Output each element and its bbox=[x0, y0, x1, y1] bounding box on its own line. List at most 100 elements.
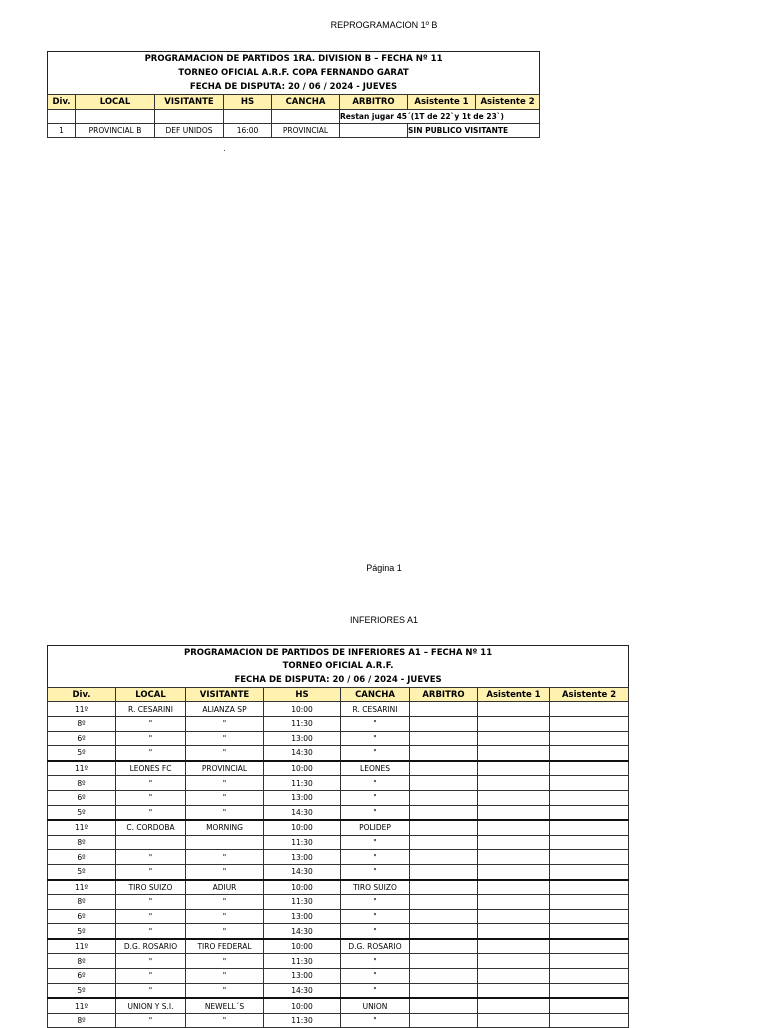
table-title: PROGRAMACION DE PARTIDOS DE INFERIORES A… bbox=[184, 647, 493, 658]
table-row: 5º " " 14:30 " bbox=[47, 923, 630, 940]
hs: 13:00 bbox=[263, 789, 341, 806]
asistente-1 bbox=[477, 937, 550, 955]
asistente-2 bbox=[548, 863, 630, 881]
div: 11º bbox=[47, 759, 116, 777]
page1-caption: REPROGRAMACION 1º B bbox=[330, 20, 438, 30]
table-row: 1 PROVINCIAL B DEF UNIDOS 16:00 PROVINCI… bbox=[47, 123, 541, 138]
asistente-1 bbox=[477, 775, 550, 791]
div: 8º bbox=[47, 953, 116, 970]
visitante: " bbox=[185, 789, 264, 806]
local: " bbox=[115, 863, 186, 881]
asistente-1 bbox=[477, 908, 550, 925]
arbitro bbox=[409, 789, 478, 806]
hs: 14:30 bbox=[263, 804, 341, 821]
div: 6º bbox=[47, 908, 116, 925]
div: 5º bbox=[47, 863, 116, 881]
asistente-1 bbox=[477, 834, 550, 851]
asistente-1 bbox=[477, 863, 550, 881]
column-header: Asistente 1 bbox=[407, 94, 476, 110]
visitante: " bbox=[185, 849, 264, 865]
asistente-1 bbox=[477, 849, 550, 865]
div: 6º bbox=[47, 968, 116, 984]
table-date: FECHA DE DISPUTA: 20 / 06 / 2024 - JUEVE… bbox=[189, 82, 398, 92]
table-row: 8º " " 11:30 " bbox=[47, 894, 630, 910]
table-row: 5º " " 14:30 " bbox=[47, 804, 630, 821]
hs: 11:30 bbox=[263, 894, 341, 910]
asistente-2 bbox=[548, 819, 630, 836]
asistente-2 bbox=[548, 701, 630, 717]
hs: 10:00 bbox=[263, 759, 341, 777]
local: " bbox=[115, 789, 186, 806]
cancha: D.G. ROSARIO bbox=[340, 937, 410, 955]
visitante: " bbox=[185, 745, 264, 762]
table-row: 11º LEONES FC PROVINCIAL 10:00 LEONES bbox=[47, 759, 630, 777]
asistente-2 bbox=[548, 775, 630, 791]
asistente-1 bbox=[477, 878, 550, 896]
table-row: 8º " " 11:30 " bbox=[47, 775, 630, 791]
div: 5º bbox=[47, 982, 116, 999]
hs: 14:30 bbox=[263, 745, 341, 762]
local: " bbox=[115, 968, 186, 984]
visitante: MORNING bbox=[185, 819, 264, 836]
asistente-1 bbox=[477, 745, 550, 762]
local: D.G. ROSARIO bbox=[115, 937, 186, 955]
div: 8º bbox=[47, 715, 116, 732]
column-header: VISITANTE bbox=[154, 94, 224, 110]
asistente-2 bbox=[548, 997, 630, 1014]
local: " bbox=[115, 715, 186, 732]
local: " bbox=[115, 908, 186, 925]
div: 11º bbox=[47, 878, 116, 896]
visitante: " bbox=[185, 715, 264, 732]
visitante: " bbox=[185, 775, 264, 791]
table-row: 11º UNION Y S.I. NEWELL´S 10:00 UNION bbox=[47, 997, 630, 1014]
table-row: 11º C. CORDOBA MORNING 10:00 POLIDEP bbox=[47, 819, 630, 836]
column-header: CANCHA bbox=[271, 94, 340, 110]
hs: 10:00 bbox=[263, 819, 341, 836]
local: " bbox=[115, 1012, 186, 1028]
local: R. CESARINI bbox=[115, 701, 186, 717]
local bbox=[115, 834, 186, 851]
table-inferiores-a1: PROGRAMACION DE PARTIDOS DE INFERIORES A… bbox=[47, 645, 630, 1028]
visitante: NEWELL´S bbox=[185, 997, 264, 1014]
cancha: POLIDEP bbox=[340, 819, 410, 836]
asistente-1 bbox=[477, 715, 550, 732]
table-row: 8º " " 11:30 " bbox=[47, 1012, 630, 1028]
cancha: " bbox=[340, 953, 410, 970]
local: PROVINCIAL B bbox=[75, 123, 155, 138]
div: 5º bbox=[47, 804, 116, 821]
column-header: ARBITRO bbox=[409, 686, 478, 703]
hs: 16:00 bbox=[223, 123, 272, 138]
table-1ra-division-b: PROGRAMACION DE PARTIDOS 1RA. DIVISION B… bbox=[47, 51, 541, 138]
hs: 14:30 bbox=[263, 923, 341, 940]
asistente-2 bbox=[548, 730, 630, 747]
arbitro bbox=[409, 923, 478, 940]
cancha: " bbox=[340, 863, 410, 881]
hs: 14:30 bbox=[263, 863, 341, 881]
div: 8º bbox=[47, 834, 116, 851]
hs: 10:00 bbox=[263, 878, 341, 896]
local: " bbox=[115, 982, 186, 999]
div: 11º bbox=[47, 997, 116, 1014]
div: 8º bbox=[47, 775, 116, 791]
hs: 13:00 bbox=[263, 730, 341, 747]
hs: 14:30 bbox=[263, 982, 341, 999]
cancha: " bbox=[340, 923, 410, 940]
arbitro bbox=[409, 819, 478, 836]
table-subtitle: TORNEO OFICIAL A.R.F. COPA FERNANDO GARA… bbox=[178, 68, 409, 78]
asistente-1 bbox=[477, 997, 550, 1014]
column-header: ARBITRO bbox=[339, 94, 408, 110]
visitante: " bbox=[185, 863, 264, 881]
visitante: " bbox=[185, 982, 264, 999]
hs: 10:00 bbox=[263, 997, 341, 1014]
asistente-2 bbox=[548, 982, 630, 999]
div: 6º bbox=[47, 730, 116, 747]
column-header: CANCHA bbox=[340, 686, 410, 703]
hs: 10:00 bbox=[263, 701, 341, 717]
local: " bbox=[115, 730, 186, 747]
hs: 11:30 bbox=[263, 715, 341, 732]
table-title: PROGRAMACION DE PARTIDOS 1RA. DIVISION B… bbox=[144, 54, 443, 64]
asistente-2 bbox=[548, 759, 630, 777]
local: LEONES FC bbox=[115, 759, 186, 777]
asistente-2 bbox=[548, 804, 630, 821]
arbitro bbox=[409, 968, 478, 984]
